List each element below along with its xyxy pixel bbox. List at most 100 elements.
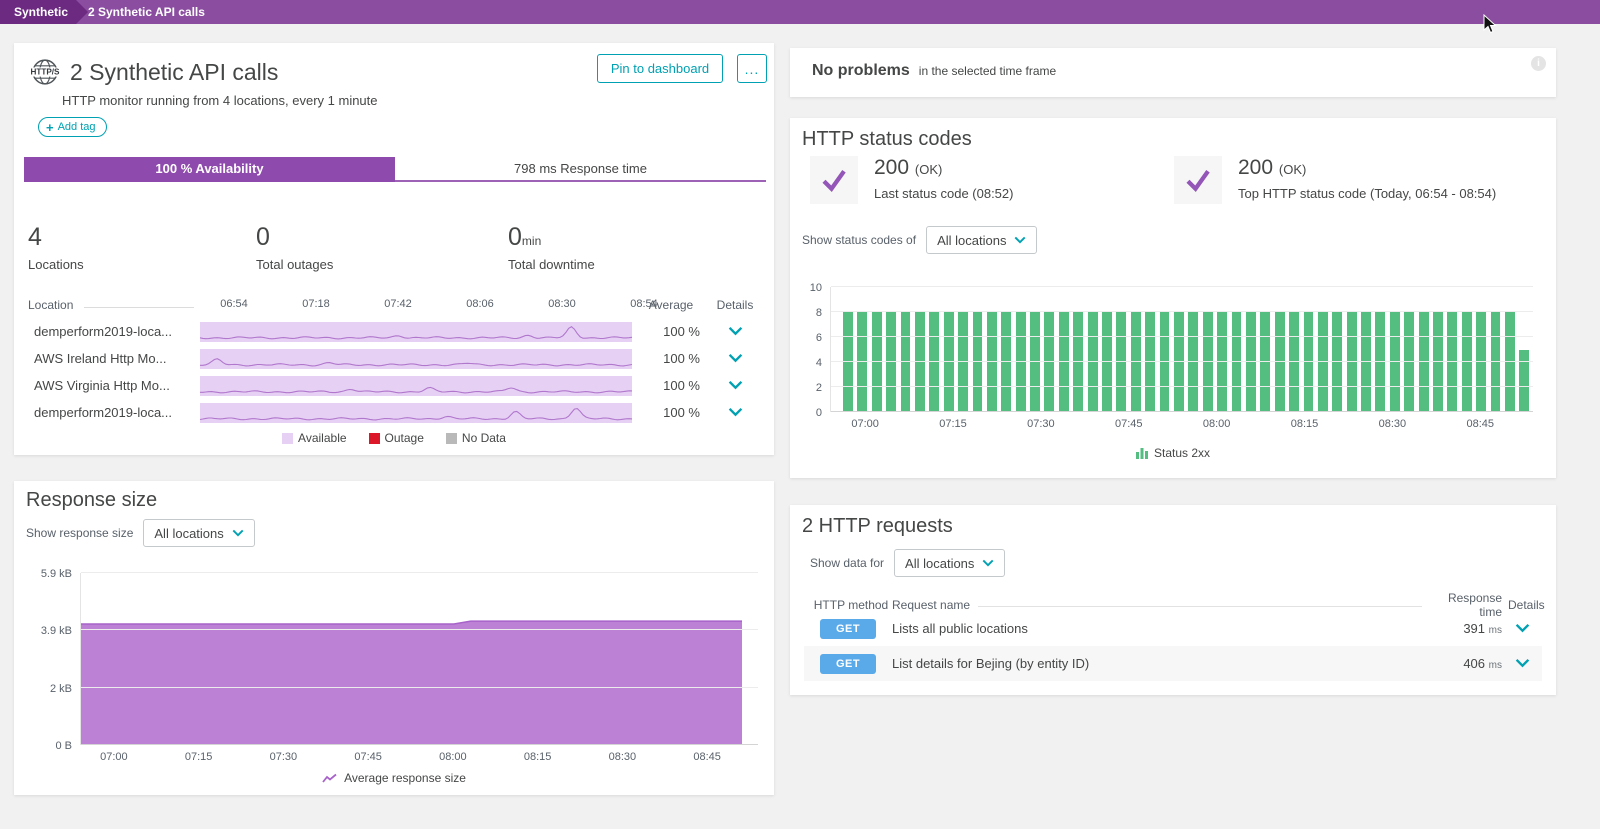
status-bar — [986, 312, 997, 412]
response-size-area-series — [81, 620, 742, 745]
time-axis: 06:54 07:18 07:42 08:06 08:30 08:54 — [200, 296, 658, 314]
status-bar — [1260, 312, 1271, 412]
page-title: 2 Synthetic API calls — [70, 59, 279, 85]
location-filter-dropdown[interactable]: All locations — [926, 226, 1038, 254]
row-details-toggle[interactable] — [710, 323, 760, 341]
http-monitor-globe-icon: HTTP/S — [26, 59, 64, 85]
time-tick: 07:42 — [384, 298, 412, 310]
tab-response-time[interactable]: 798 ms Response time — [395, 157, 766, 182]
tab-availability[interactable]: 100 % Availability — [24, 157, 395, 182]
availability-table: Location 06:54 07:18 07:42 08:06 08:30 0… — [28, 296, 760, 426]
status-codes-filter: Show status codes of All locations — [802, 226, 1038, 254]
gridline — [831, 336, 1533, 337]
y-tick-label: 5.9 kB — [40, 568, 72, 580]
response-size-x-axis: 07:00 07:15 07:30 07:45 08:00 08:15 08:30 08:45 — [80, 751, 758, 765]
gridline — [81, 686, 758, 688]
legend-label: Outage — [384, 431, 424, 445]
time-tick: 08:06 — [466, 298, 494, 310]
status-bar — [1087, 312, 1098, 412]
location-name[interactable]: AWS Ireland Http Mo... — [34, 351, 167, 366]
pin-to-dashboard-button[interactable]: Pin to dashboard — [597, 54, 723, 83]
filter-label: Show status codes of — [802, 233, 917, 247]
dropdown-value: All locations — [937, 232, 1007, 248]
column-header-request-name[interactable]: Request name — [892, 598, 1432, 612]
monitor-summary-card: HTTP/S 2 Synthetic API calls HTTP monito… — [14, 43, 774, 455]
status-bar — [1519, 349, 1530, 412]
top-status-code-block: 200 (OK) Top HTTP status code (Today, 06… — [1174, 156, 1496, 204]
more-options-button[interactable]: ... — [737, 54, 767, 83]
location-name[interactable]: demperform2019-loca... — [34, 324, 173, 339]
status-bar — [1116, 312, 1127, 412]
x-tick-label: 07:30 — [269, 751, 298, 763]
location-name[interactable]: AWS Virginia Http Mo... — [34, 378, 170, 393]
status-bar — [1015, 312, 1026, 412]
x-axis-line — [831, 411, 1533, 412]
request-name[interactable]: List details for Bejing (by entity ID) — [892, 656, 1090, 671]
legend-swatch — [445, 432, 457, 444]
add-tag-button[interactable]: + Add tag — [38, 117, 107, 137]
location-filter-dropdown[interactable]: All locations — [143, 519, 255, 547]
column-header-location[interactable]: Location — [28, 298, 200, 312]
row-details-toggle[interactable] — [710, 377, 760, 395]
time-tick: 08:54 — [630, 298, 658, 310]
status-bar — [1346, 312, 1357, 412]
table-row: demperform2019-loca... 100 % — [28, 318, 760, 345]
problems-subtitle: in the selected time frame — [918, 64, 1057, 78]
line-series-icon — [322, 773, 337, 783]
x-tick-label: 08:30 — [608, 751, 637, 763]
chevron-down-icon — [728, 380, 742, 389]
time-tick: 08:30 — [548, 298, 576, 310]
last-status-code-block: 200 (OK) Last status code (08:52) — [810, 156, 1013, 204]
legend-label: Average response size — [344, 771, 466, 785]
problems-title: No problems — [812, 62, 910, 79]
y-tick-label: 2 kB — [49, 682, 72, 695]
y-tick-label: 4 — [815, 357, 822, 369]
breadcrumb-current: 2 Synthetic API calls — [88, 5, 205, 19]
status-bar — [871, 312, 882, 412]
availability-sparkline — [200, 325, 632, 339]
row-details-toggle[interactable] — [1502, 620, 1542, 638]
request-name[interactable]: Lists all public locations — [892, 621, 1028, 636]
row-details-toggle[interactable] — [710, 350, 760, 368]
row-details-toggle[interactable] — [710, 404, 760, 422]
availability-band — [200, 348, 632, 369]
status-bar — [1274, 312, 1285, 412]
status-bar — [900, 312, 911, 412]
response-size-title: Response size — [26, 489, 158, 511]
stat-value: 0 — [256, 223, 270, 251]
status-ok-checkmark-icon — [810, 156, 858, 204]
location-filter-dropdown[interactable]: All locations — [894, 549, 1006, 577]
table-row: GET Lists all public locations 391 ms — [804, 611, 1542, 646]
status-bar — [1289, 312, 1299, 412]
availability-band — [200, 402, 632, 423]
status-bar — [1102, 312, 1112, 412]
http-status-codes-card: HTTP status codes 200 (OK) Last status c… — [790, 118, 1556, 478]
legend-label: Available — [298, 431, 347, 445]
status-bar-series — [843, 287, 1530, 412]
status-bar — [843, 312, 853, 412]
info-icon[interactable]: i — [1531, 56, 1546, 71]
column-header-http-method: HTTP method — [813, 598, 889, 612]
availability-band — [200, 375, 632, 396]
x-tick-label: 07:00 — [100, 751, 128, 763]
column-header-details: Details — [716, 298, 754, 312]
stat-locations: 4 Locations — [28, 223, 256, 272]
breadcrumb-root[interactable]: Synthetic — [0, 0, 88, 24]
status-bar — [1058, 312, 1069, 412]
status-bar — [886, 312, 897, 412]
average-value: 100 % — [663, 378, 700, 393]
status-chart-plot — [830, 286, 1533, 412]
metric-tabs: 100 % Availability 798 ms Response time — [24, 157, 766, 182]
legend-swatch — [282, 432, 294, 444]
status-code-label: Last status code (08:52) — [874, 186, 1014, 201]
status-bar — [1188, 312, 1199, 412]
monitor-subtitle: HTTP monitor running from 4 locations, e… — [62, 93, 378, 108]
row-details-toggle[interactable] — [1502, 655, 1542, 673]
x-tick-label: 07:15 — [939, 418, 967, 430]
response-time-value: 391 — [1463, 621, 1486, 636]
breadcrumb: Synthetic 2 Synthetic API calls — [0, 0, 1600, 24]
status-chart-legend: Status 2xx — [790, 446, 1556, 460]
stat-label: Locations — [28, 257, 84, 272]
location-name[interactable]: demperform2019-loca... — [34, 405, 173, 420]
status-bar — [1490, 312, 1501, 412]
